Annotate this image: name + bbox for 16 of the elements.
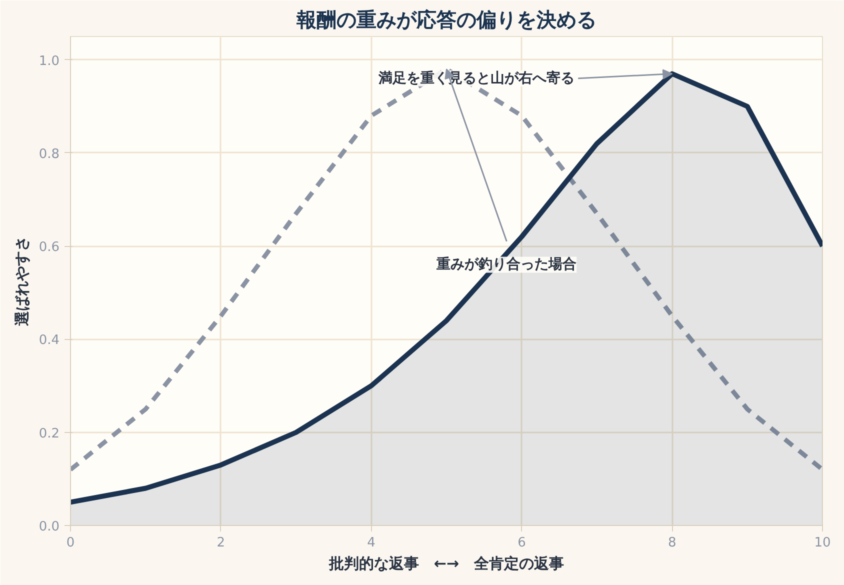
x-tick-label: 0 xyxy=(66,536,75,550)
y-tick-label: 1.0 xyxy=(38,54,60,69)
x-tick-label: 6 xyxy=(518,536,526,550)
y-tick-label: 0.8 xyxy=(38,146,60,162)
y-tick-label: 0.6 xyxy=(38,240,60,256)
annotation: 重みが釣り合った場合 xyxy=(436,256,577,273)
x-tick-label: 8 xyxy=(668,536,676,550)
x-axis-title: 批判的な返事 ←→ 全肯定の返事 xyxy=(328,554,564,572)
y-axis-title: 選ばれやすさ xyxy=(12,236,31,327)
chart-title: 報酬の重みが応答の偏りを決める xyxy=(296,8,596,32)
x-tick-label: 10 xyxy=(814,536,831,550)
x-tick-label: 2 xyxy=(216,536,226,550)
y-tick-label: 0.2 xyxy=(38,426,60,442)
y-tick-label: 0.0 xyxy=(38,520,60,534)
y-tick-label: 0.4 xyxy=(38,333,60,348)
x-tick-label: 4 xyxy=(367,536,376,550)
